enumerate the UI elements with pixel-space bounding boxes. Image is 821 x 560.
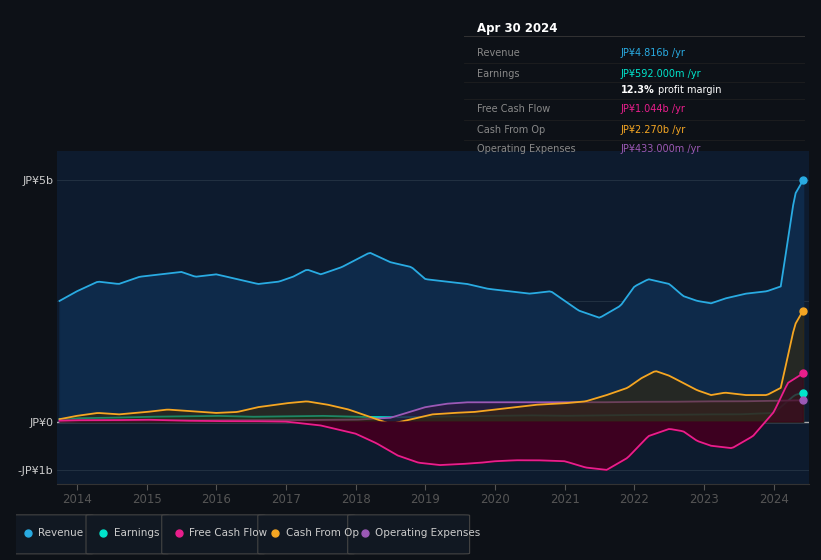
FancyBboxPatch shape xyxy=(348,515,470,554)
Text: Apr 30 2024: Apr 30 2024 xyxy=(478,22,558,35)
FancyBboxPatch shape xyxy=(258,515,355,554)
Text: profit margin: profit margin xyxy=(658,85,722,95)
Text: Operating Expenses: Operating Expenses xyxy=(375,529,480,538)
Text: Free Cash Flow: Free Cash Flow xyxy=(190,529,268,538)
Text: JP¥592.000m /yr: JP¥592.000m /yr xyxy=(621,68,701,78)
Text: 12.3%: 12.3% xyxy=(621,85,654,95)
Text: Earnings: Earnings xyxy=(113,529,159,538)
Text: Free Cash Flow: Free Cash Flow xyxy=(478,104,551,114)
FancyBboxPatch shape xyxy=(10,515,94,554)
Text: JP¥1.044b /yr: JP¥1.044b /yr xyxy=(621,104,686,114)
Text: Cash From Op: Cash From Op xyxy=(286,529,359,538)
FancyBboxPatch shape xyxy=(86,515,169,554)
Text: Earnings: Earnings xyxy=(478,68,520,78)
Text: Revenue: Revenue xyxy=(478,48,521,58)
Text: JP¥433.000m /yr: JP¥433.000m /yr xyxy=(621,144,701,154)
Text: Cash From Op: Cash From Op xyxy=(478,125,546,135)
Text: JP¥4.816b /yr: JP¥4.816b /yr xyxy=(621,48,686,58)
Text: JP¥2.270b /yr: JP¥2.270b /yr xyxy=(621,125,686,135)
Text: Operating Expenses: Operating Expenses xyxy=(478,144,576,154)
FancyBboxPatch shape xyxy=(162,515,265,554)
Text: Revenue: Revenue xyxy=(38,529,83,538)
